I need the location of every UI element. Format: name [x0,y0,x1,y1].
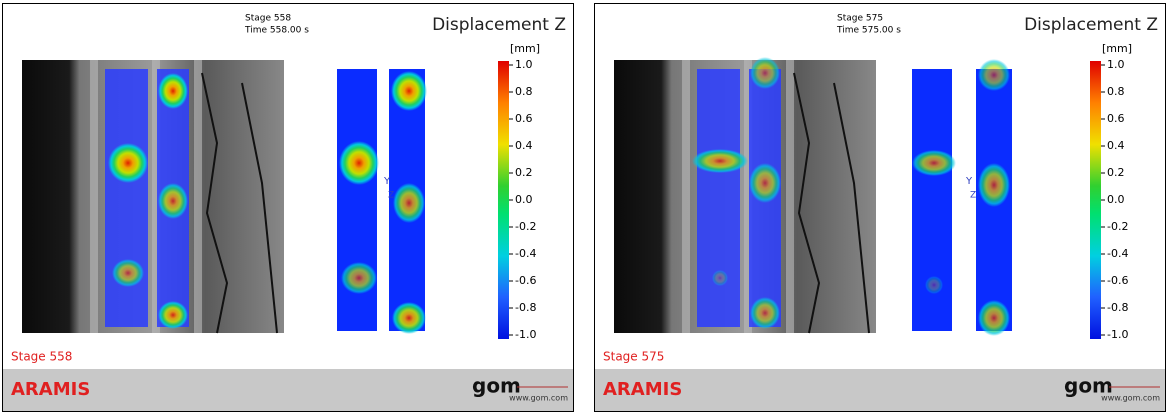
axis-y-label: Y [965,176,973,187]
rivet-column [682,60,690,333]
colorbar [1090,61,1101,339]
overlay-strip [697,69,740,327]
contour-blob [391,71,427,111]
colorbar-label: 0.2 [1107,166,1125,179]
contour-blob [393,183,425,223]
stage-label: Stage 558 [11,350,72,364]
stage-label: Stage 575 [603,350,664,364]
rivet-column [786,60,794,333]
colorbar-label: -0.6 [515,274,536,287]
stage-text: Stage 558 [245,14,291,24]
contour-blob [978,59,1010,91]
overlay-blob [158,301,188,329]
view-title: Displacement Z [1024,15,1158,35]
view-title: Displacement Z [432,15,566,35]
contour-blob [912,150,956,176]
overlay-blob [749,163,781,203]
contour-blob [978,163,1010,207]
colorbar-label: -1.0 [515,328,536,341]
colorbar-label: -0.6 [1107,274,1128,287]
contour-blob [339,141,379,185]
colorbar-label: -0.4 [1107,247,1128,260]
overlay-blob [712,270,728,286]
screenshot: Stage 558Time 558.00 sDisplacement ZYZ[m… [0,0,1168,417]
overlay-blob [112,259,144,287]
axis-z-label: Z [388,191,394,201]
panel: Stage 558 Time 558.00 s Displacement Z YZ [m… [2,3,574,413]
overlay-blob [108,143,148,183]
overlay-strip [105,69,148,327]
rivet-column [90,60,98,333]
colorbar-label: 0.0 [1107,193,1125,206]
panel: Stage 575 Time 575.00 s Displacement Z YZ [m… [594,3,1166,413]
unit-label: [mm] [1102,42,1132,55]
colorbar-label: 0.8 [515,85,533,98]
overlay-blob [750,57,780,89]
axis-y-label: Y [383,176,391,187]
colorbar-label: -0.2 [515,220,536,233]
url: www.gom.com [1101,394,1160,403]
colorbar-label: 0.8 [1107,85,1125,98]
overlay-blob [750,297,780,329]
contour-blob [925,276,943,294]
colorbar-label: 1.0 [515,58,533,71]
stage-text: Stage 575 [837,14,883,24]
colorbar-label: 0.0 [515,193,533,206]
brand: ARAMIS [11,379,90,400]
rivet-column [194,60,202,333]
url: www.gom.com [509,394,568,403]
colorbar-label: 0.6 [515,112,533,125]
colorbar-label: 0.4 [1107,139,1125,152]
time-text: Time 558.00 s [244,26,309,36]
overlay-blob [692,149,748,173]
time-text: Time 575.00 s [836,26,901,36]
colorbar-label: -0.2 [1107,220,1128,233]
colorbar-label: 0.6 [1107,112,1125,125]
colorbar-label: -1.0 [1107,328,1128,341]
colorbar-label: -0.8 [515,301,536,314]
overlay-blob [158,183,188,219]
contour-blob [978,300,1010,336]
contour-blob [392,302,426,334]
colorbar-label: 0.2 [515,166,533,179]
axis-z-label: Z [970,191,976,201]
colorbar-label: 0.4 [515,139,533,152]
colorbar-label: -0.4 [515,247,536,260]
brand: ARAMIS [603,379,682,400]
colorbar-label: -0.8 [1107,301,1128,314]
contour-blob [341,262,377,294]
colorbar-label: 1.0 [1107,58,1125,71]
unit-label: [mm] [510,42,540,55]
overlay-blob [158,73,188,109]
colorbar [498,61,509,339]
